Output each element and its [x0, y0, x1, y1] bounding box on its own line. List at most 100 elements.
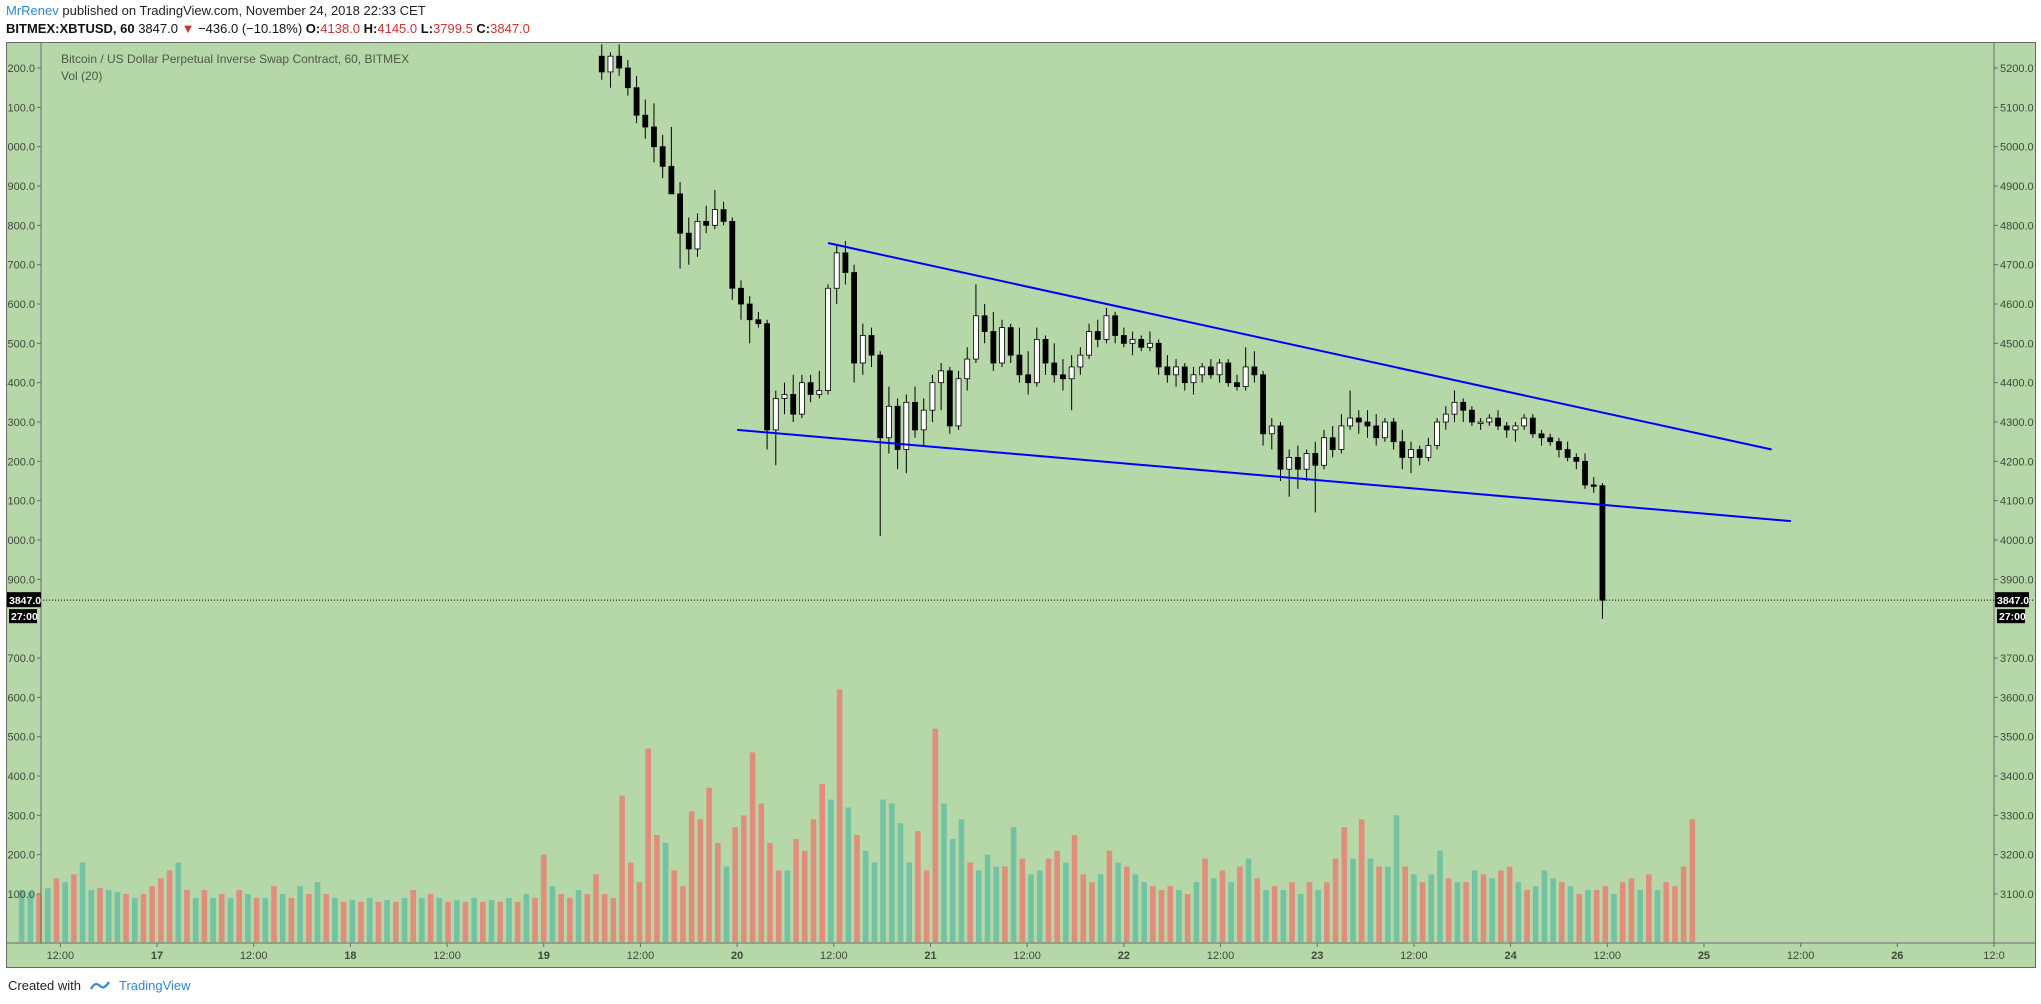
volume-bar [79, 862, 86, 942]
y-tick-label: 3200.0 [7, 850, 35, 862]
y-tick-label: 3700.0 [2000, 653, 2034, 665]
volume-bar [384, 899, 390, 942]
y-tick-label: 5200.0 [7, 63, 35, 75]
volume-bar [1010, 827, 1017, 942]
volume-bar [723, 866, 730, 942]
volume-bar [419, 897, 425, 942]
publish-info: MrRenev published on TradingView.com, No… [6, 3, 426, 18]
volume-bar [1419, 882, 1426, 942]
volume-bar [105, 890, 112, 942]
candle-body [1025, 374, 1032, 384]
candle-body [1573, 456, 1580, 462]
volume-bar [1115, 862, 1121, 942]
volume-bar [393, 901, 399, 942]
volume-bar [227, 897, 234, 942]
trendlines[interactable] [737, 242, 1792, 523]
volume-bar [201, 890, 208, 942]
volume-bar [410, 890, 417, 942]
countdown-tag-label: 27:00 [1999, 611, 2026, 623]
volume-bar [1254, 878, 1261, 942]
volume-bar [1150, 886, 1156, 942]
volume-bar [1411, 874, 1417, 942]
x-tick-label: 26 [1891, 950, 1903, 962]
volume-bar [375, 901, 382, 942]
candle-body [798, 382, 805, 415]
volume-bar [1567, 886, 1574, 942]
volume-bar [993, 866, 1000, 942]
candle-body [711, 209, 718, 226]
volume-bar [1245, 858, 1252, 942]
volume-bar [471, 897, 477, 942]
author-link[interactable]: MrRenev [6, 3, 59, 18]
volume-bar [828, 799, 834, 942]
candle-body [1547, 437, 1554, 443]
candle-body [1364, 421, 1371, 427]
volume-bar [1637, 890, 1643, 942]
candle-body [946, 370, 953, 427]
volume-bar [1167, 886, 1174, 942]
candle-body [920, 409, 927, 431]
volume-bar [1437, 850, 1443, 942]
candle-body [1521, 417, 1528, 427]
volume-bar [140, 894, 147, 942]
candle-body [677, 193, 683, 234]
volume-bar [784, 870, 791, 942]
candle-body [955, 378, 962, 427]
low-label: L: [420, 21, 434, 36]
volume-bar [480, 901, 486, 942]
volume-bar [366, 897, 373, 942]
y-tick-label: 4300.0 [7, 417, 35, 429]
volume-bar [1689, 819, 1696, 942]
candle-body [781, 394, 788, 399]
volume-bar [149, 886, 155, 942]
volume-bar [645, 748, 651, 942]
volume-bar [166, 870, 173, 942]
volume-bar [1045, 858, 1052, 942]
volume-bar [1350, 858, 1356, 942]
volume-bar [1445, 878, 1452, 942]
volume-bar [706, 787, 712, 942]
close-value: 3847.0 [490, 21, 530, 36]
volume-bar [749, 752, 756, 942]
volume-bar [1341, 827, 1348, 942]
y-tick-label: 4700.0 [7, 260, 35, 272]
volume-bar [62, 882, 68, 942]
y-tick-label: 4400.0 [2000, 378, 2034, 390]
volume-bar [532, 897, 538, 942]
volume-bar [1132, 874, 1139, 942]
volume-bar [1489, 878, 1496, 942]
x-tick-label: 12:00 [47, 950, 75, 962]
volume-bar [967, 862, 973, 942]
last-price-tag-label: 3847.0 [9, 595, 41, 607]
tradingview-link[interactable]: TradingView [118, 978, 191, 993]
chart-frame[interactable]: 5200.0 5200.0 5100.0 5100.0 5000.0 5000.0 4900… [6, 42, 2036, 968]
x-tick-label: 12:00 [1013, 950, 1041, 962]
volume-bar [1141, 882, 1147, 942]
volume-bar [662, 842, 669, 942]
candle-body [1303, 453, 1310, 470]
candle-body [1277, 425, 1284, 470]
candle-body [1460, 401, 1467, 411]
y-tick-label: 3100.0 [2000, 889, 2034, 901]
countdown-tag [1997, 609, 2025, 624]
volume-bar [714, 842, 721, 942]
volume-bar [540, 854, 547, 942]
volume-bar [880, 799, 886, 942]
volume-bar [1036, 870, 1043, 942]
volume-bar [175, 862, 182, 942]
volume-bar [44, 888, 51, 942]
volume-bar [949, 838, 956, 942]
volume-bar [1306, 882, 1313, 942]
volume-bar [1550, 878, 1556, 942]
y-tick-label: 3400.0 [2000, 771, 2034, 783]
volume-bar [340, 901, 347, 942]
chart-canvas[interactable]: 5200.0 5200.0 5100.0 5100.0 5000.0 5000.0 4900… [7, 43, 2035, 967]
volume-bar [984, 854, 991, 942]
volume-bar [114, 892, 121, 942]
y-tick-label: 3500.0 [7, 732, 35, 744]
volume-bar [932, 728, 939, 942]
candle-body [1242, 366, 1249, 387]
x-tick-label: 23 [1311, 950, 1323, 962]
candle-body [1016, 354, 1023, 376]
candle-body [746, 303, 753, 321]
